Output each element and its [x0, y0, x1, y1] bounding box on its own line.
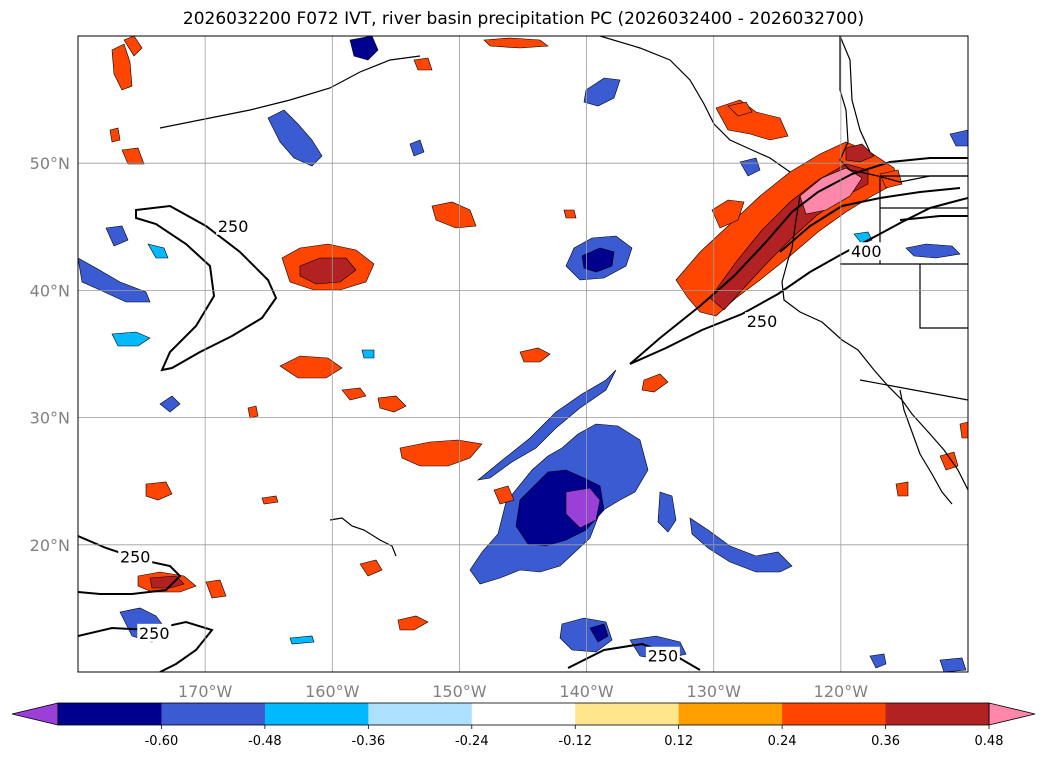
contour-label-bg: [745, 312, 780, 331]
colorbar-tick-label: 0.48: [975, 734, 1004, 749]
colorbar-segment: [782, 703, 887, 725]
contour-label-bg: [645, 646, 680, 665]
contour-label: 250: [648, 647, 679, 666]
colorbar-segment: [264, 703, 369, 725]
lat-tick-label: 30°N: [30, 409, 70, 428]
map-area: 250 250 250 250 400 250: [78, 36, 968, 672]
colorbar-segment: [575, 703, 680, 725]
map-frame: [77, 35, 969, 673]
colorbar-segment: [58, 703, 162, 725]
colorbar-segment: [368, 703, 473, 725]
colorbar-segment: [161, 703, 266, 725]
colorbar-tick-label: -0.60: [145, 734, 179, 749]
colorbar-tick-label: 0.12: [664, 734, 693, 749]
colorbar-tick-label: -0.36: [352, 734, 386, 749]
lon-tick-label: 140°W: [559, 682, 614, 701]
lon-tick-label: 120°W: [814, 682, 869, 701]
colorbar-segment: [885, 703, 990, 725]
contour-label: 400: [851, 242, 882, 261]
contour-label: 250: [218, 217, 249, 236]
colorbar: -0.60 -0.48 -0.36 -0.24 -0.12 0.12 0.24 0.36 0.4…: [11, 702, 1036, 749]
lat-tick-label: 20°N: [30, 536, 70, 555]
ivt-contours: [78, 157, 968, 672]
lon-tick-labels: 170°W 160°W 150°W 140°W 130°W 120°W: [178, 682, 868, 701]
colorbar-tick-label: -0.48: [248, 734, 282, 749]
contour-label-bg: [137, 623, 172, 642]
colorbar-tick-label: -0.12: [558, 734, 592, 749]
contour-label-bg: [216, 216, 251, 235]
lon-tick-label: 130°W: [687, 682, 742, 701]
contour-labels: 250 250 250 250 400 250: [118, 216, 884, 666]
contour-label: 250: [139, 624, 170, 643]
colorbar-tick-label: -0.24: [455, 734, 489, 749]
colorbar-tick-label: 0.24: [768, 734, 797, 749]
gridlines: [78, 36, 968, 672]
colorbar-extend-high: [988, 702, 1036, 726]
lat-tick-label: 40°N: [30, 281, 70, 300]
lon-tick-label: 160°W: [305, 682, 360, 701]
colorbar-tick-label: 0.36: [871, 734, 900, 749]
colorbar-segment: [678, 703, 783, 725]
negative-anomaly-regions: [78, 36, 968, 672]
contour-label: 250: [120, 548, 151, 567]
contour-label: 250: [747, 312, 778, 331]
lon-tick-label: 170°W: [178, 682, 233, 701]
contour-label-bg: [118, 547, 153, 566]
lat-tick-labels: 20°N 30°N 40°N 50°N: [30, 154, 70, 555]
contour-label-bg: [849, 242, 884, 261]
colorbar-segment: [471, 703, 576, 725]
positive-anomaly-regions: [109, 36, 968, 631]
map-title: 2026032200 F072 IVT, river basin precipi…: [182, 9, 865, 29]
colorbar-extend-low: [11, 702, 59, 726]
colorbar-frame: [57, 702, 990, 726]
lon-tick-label: 150°W: [432, 682, 487, 701]
lat-tick-label: 50°N: [30, 154, 70, 173]
